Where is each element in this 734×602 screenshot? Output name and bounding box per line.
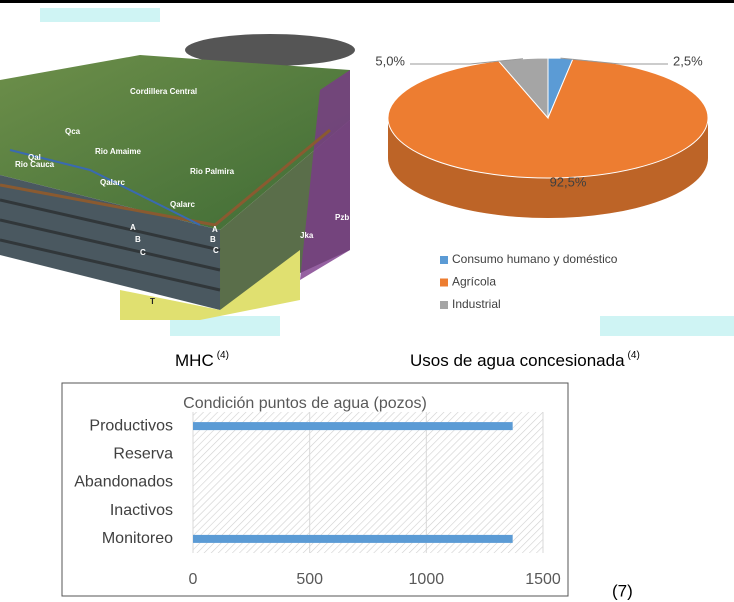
illustration-label: Rio Amaime bbox=[95, 147, 141, 156]
illustration-label: C bbox=[140, 248, 146, 257]
illustration-label: B bbox=[210, 235, 216, 244]
legend-swatch bbox=[440, 278, 448, 287]
legend-label: Consumo humano y doméstico bbox=[452, 252, 618, 266]
illustration-label: A bbox=[130, 223, 136, 232]
illustration-label: Qalarc bbox=[100, 178, 125, 187]
leader-line bbox=[560, 57, 668, 65]
top-rule bbox=[0, 0, 734, 3]
caption-note: (4) bbox=[628, 350, 640, 361]
x-tick-label: 0 bbox=[189, 571, 198, 588]
y-tick-label: Reserva bbox=[113, 446, 173, 463]
illustration-label: B bbox=[135, 235, 141, 244]
x-tick-label: 1000 bbox=[409, 571, 445, 588]
x-tick-label: 500 bbox=[296, 571, 323, 588]
plot-area bbox=[193, 412, 543, 553]
t-unit bbox=[120, 250, 300, 320]
caption-note: (4) bbox=[217, 350, 229, 361]
illustration-label: Qal bbox=[28, 153, 41, 162]
bar bbox=[193, 422, 513, 431]
data-label: 2,5% bbox=[673, 53, 703, 68]
y-tick-label: Abandonados bbox=[74, 474, 173, 491]
illustration-label: Qca bbox=[65, 127, 81, 136]
illustration-label: Pzb bbox=[335, 213, 349, 222]
caption-text: Usos de agua concesionada bbox=[410, 351, 625, 370]
bar-chart: Condición puntos de agua (pozos) 0 500 1000… bbox=[61, 382, 569, 597]
illustration-label: Rio Palmira bbox=[190, 167, 235, 176]
data-label: 92,5% bbox=[550, 174, 587, 189]
illustration-label: Qalarc bbox=[170, 200, 195, 209]
leader-line bbox=[410, 58, 524, 65]
illustration-label: Cordillera Central bbox=[130, 87, 197, 96]
source-note: (7) bbox=[612, 581, 633, 600]
illustration-label: A bbox=[212, 225, 218, 234]
geology-illustration bbox=[0, 34, 355, 320]
y-tick-label: Monitoreo bbox=[102, 530, 173, 547]
legend-label: Agrícola bbox=[452, 275, 496, 289]
caption-text: MHC bbox=[175, 351, 214, 370]
illustration-label: T bbox=[150, 297, 155, 306]
illustration-label: Rio Cauca bbox=[15, 160, 55, 169]
y-tick-label: Inactivos bbox=[110, 502, 173, 519]
pzb-unit bbox=[300, 70, 350, 280]
illustration-label: C bbox=[213, 246, 219, 255]
legend-swatch bbox=[440, 256, 448, 264]
chart-title: Condición puntos de agua (pozos) bbox=[183, 395, 427, 412]
legend-swatch bbox=[440, 301, 448, 309]
legend-label: Industrial bbox=[452, 297, 501, 311]
cloud bbox=[185, 34, 355, 66]
caption: Usos de agua concesionada (4) bbox=[410, 350, 640, 371]
caption: MHC (4) bbox=[175, 350, 229, 371]
pie-chart: 2,5% 92,5% 5,0% Consumo humano y doméstico A… bbox=[375, 53, 709, 311]
bar bbox=[193, 534, 513, 543]
background-decoration bbox=[40, 8, 734, 336]
illustration-label: Jka bbox=[300, 231, 314, 240]
data-label: 5,0% bbox=[375, 53, 405, 68]
y-tick-label: Productivos bbox=[89, 417, 173, 434]
x-tick-label: 1500 bbox=[525, 571, 561, 588]
